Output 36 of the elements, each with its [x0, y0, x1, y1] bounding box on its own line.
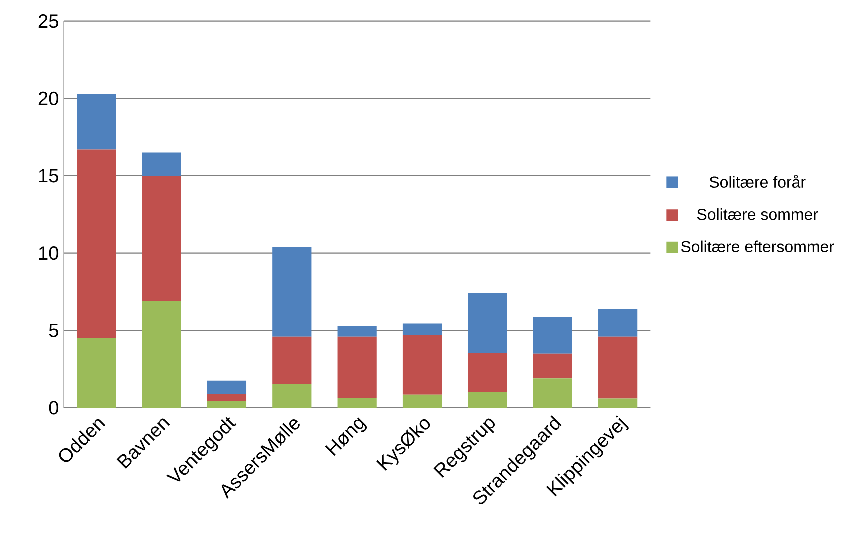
bar — [77, 150, 116, 338]
bar — [468, 352, 508, 392]
bar — [77, 94, 116, 150]
bar — [272, 336, 312, 384]
bar — [207, 400, 247, 408]
y-tick-label: 20 — [38, 92, 59, 106]
bar — [338, 326, 377, 337]
legend-label: Solitære sommer — [697, 208, 818, 220]
legend-label: Solitære forår — [710, 174, 806, 188]
bar — [533, 354, 572, 378]
bar — [77, 338, 116, 408]
bar — [142, 176, 182, 302]
y-tick-label: 0 — [49, 401, 59, 415]
bar — [142, 301, 182, 408]
bar — [402, 324, 442, 336]
bar — [338, 336, 377, 398]
bar — [402, 335, 442, 395]
y-tick-label: 15 — [39, 169, 58, 183]
bar — [207, 380, 247, 394]
y-tick-label: 25 — [38, 14, 58, 28]
bar — [533, 378, 572, 408]
bar — [598, 336, 638, 399]
bar — [142, 152, 182, 176]
bar — [468, 293, 508, 353]
bar — [338, 398, 377, 408]
bar — [207, 394, 247, 401]
bar — [468, 392, 508, 408]
bar — [598, 398, 638, 408]
y-tick-label: 5 — [49, 324, 58, 338]
bar — [272, 246, 312, 337]
legend-label: Solitære eftersommer — [681, 240, 834, 252]
bar — [598, 308, 638, 337]
bar — [402, 394, 442, 408]
y-tick-label: 10 — [39, 246, 59, 260]
bar — [533, 317, 572, 354]
bar — [272, 384, 312, 408]
